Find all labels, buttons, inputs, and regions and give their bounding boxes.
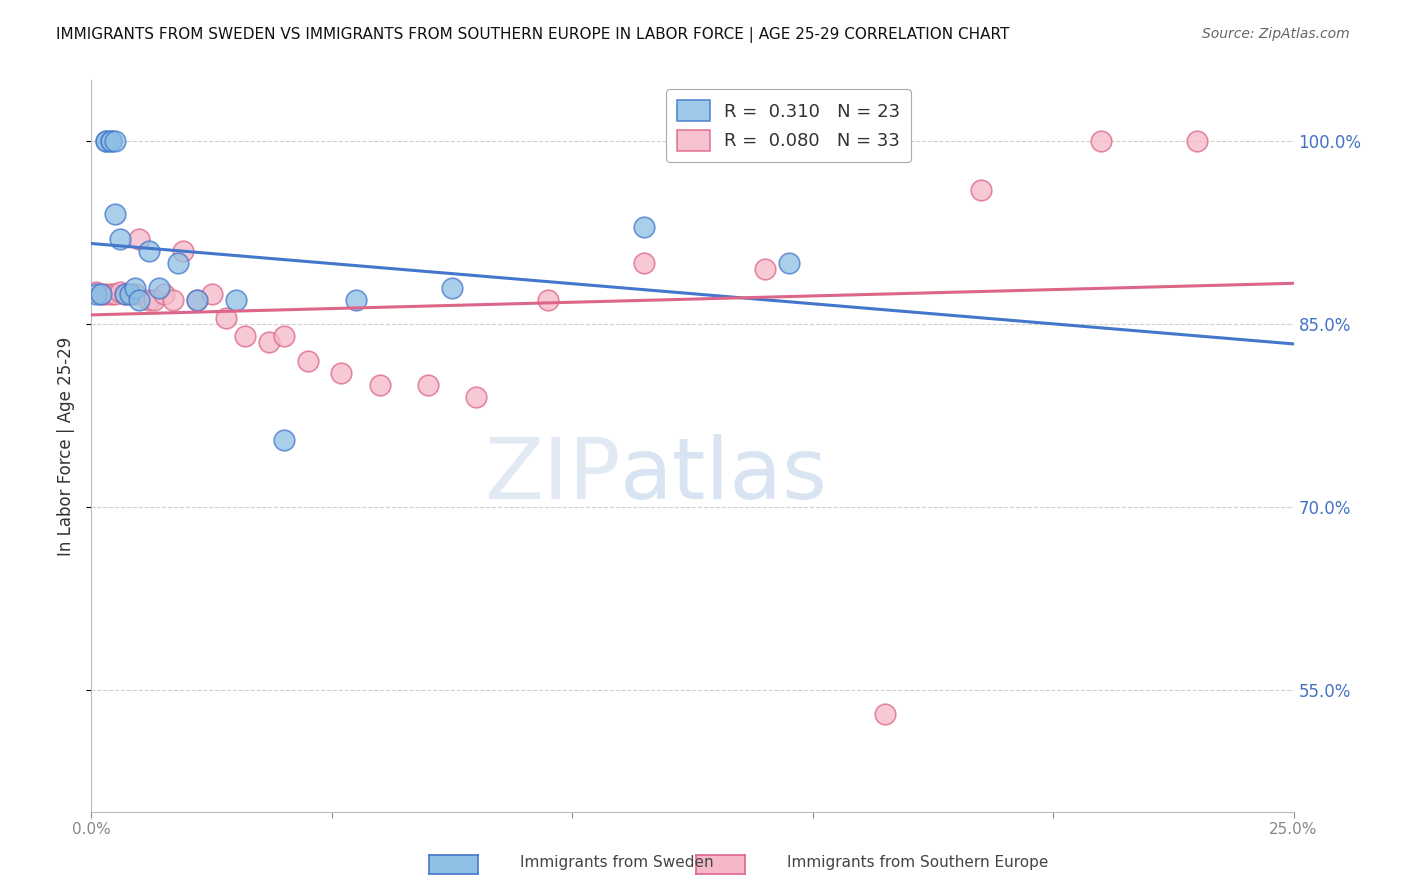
Point	[114, 286, 136, 301]
Point	[754, 262, 776, 277]
Point	[1187, 134, 1209, 148]
Point	[330, 366, 353, 380]
Y-axis label: In Labor Force | Age 25-29: In Labor Force | Age 25-29	[58, 336, 76, 556]
Point	[104, 134, 127, 148]
Text: Immigrants from Southern Europe: Immigrants from Southern Europe	[787, 855, 1049, 870]
Point	[124, 286, 146, 301]
Point	[114, 286, 136, 301]
Point	[124, 280, 146, 294]
Point	[100, 134, 122, 148]
Point	[94, 134, 117, 148]
Point	[1090, 134, 1112, 148]
Point	[94, 134, 117, 148]
Point	[118, 286, 141, 301]
Point	[128, 232, 150, 246]
Point	[297, 353, 319, 368]
Point	[100, 286, 122, 301]
Point	[186, 293, 208, 307]
Point	[172, 244, 194, 258]
Point	[273, 433, 295, 447]
Point	[201, 286, 224, 301]
Text: ZIP: ZIP	[484, 434, 620, 516]
Point	[90, 286, 112, 301]
Point	[100, 134, 122, 148]
Point	[970, 183, 993, 197]
Point	[465, 390, 488, 404]
Point	[110, 285, 132, 300]
Point	[225, 293, 247, 307]
Point	[633, 256, 655, 270]
Text: atlas: atlas	[620, 434, 828, 516]
Point	[152, 286, 174, 301]
Point	[233, 329, 256, 343]
Point	[440, 280, 463, 294]
Text: Source: ZipAtlas.com: Source: ZipAtlas.com	[1202, 27, 1350, 41]
Point	[416, 378, 439, 392]
Point	[167, 256, 190, 270]
Point	[84, 285, 107, 300]
Point	[142, 293, 165, 307]
Legend: R =  0.310   N = 23, R =  0.080   N = 33: R = 0.310 N = 23, R = 0.080 N = 33	[666, 89, 911, 161]
Point	[94, 286, 117, 301]
Point	[104, 207, 127, 221]
Point	[873, 707, 896, 722]
Text: IMMIGRANTS FROM SWEDEN VS IMMIGRANTS FROM SOUTHERN EUROPE IN LABOR FORCE | AGE 2: IMMIGRANTS FROM SWEDEN VS IMMIGRANTS FRO…	[56, 27, 1010, 43]
Point	[368, 378, 391, 392]
Point	[633, 219, 655, 234]
Point	[186, 293, 208, 307]
Point	[215, 311, 238, 326]
Point	[138, 293, 160, 307]
Point	[148, 280, 170, 294]
Point	[84, 286, 107, 301]
Text: Immigrants from Sweden: Immigrants from Sweden	[520, 855, 714, 870]
Point	[537, 293, 560, 307]
Point	[778, 256, 800, 270]
Point	[344, 293, 367, 307]
Point	[259, 335, 281, 350]
Point	[90, 286, 112, 301]
Point	[118, 286, 141, 301]
Point	[162, 293, 184, 307]
Point	[128, 293, 150, 307]
Point	[110, 232, 132, 246]
Point	[138, 244, 160, 258]
Point	[104, 286, 127, 301]
Point	[273, 329, 295, 343]
